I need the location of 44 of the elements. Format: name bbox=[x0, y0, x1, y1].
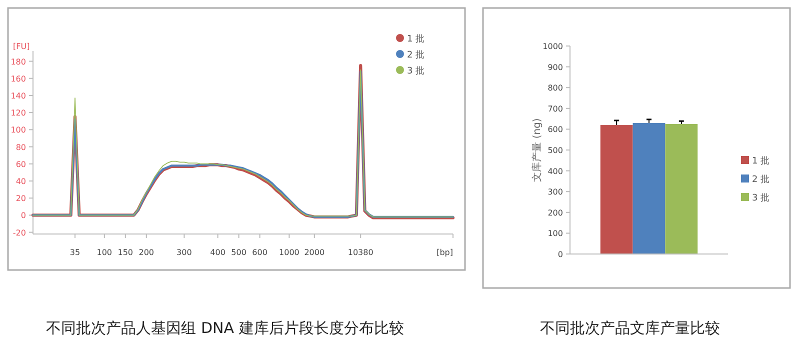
y-tick-label: 120 bbox=[10, 108, 26, 118]
y-tick-label: 100 bbox=[10, 126, 26, 135]
text: 不同批次产品文库产量比较 bbox=[540, 319, 720, 337]
y-axis-title: [FU] bbox=[13, 42, 30, 51]
x-tick-label: 400 bbox=[210, 248, 226, 257]
text: 不同批次产品人基因组 DNA 建库后片段长度分布比较 bbox=[46, 319, 404, 337]
y-tick-label: 100 bbox=[548, 229, 563, 238]
y-tick-label: 600 bbox=[548, 125, 563, 134]
y-tick-label: -20 bbox=[12, 228, 26, 238]
y-tick-label: 300 bbox=[548, 188, 563, 197]
x-tick-label: 2000 bbox=[304, 248, 325, 257]
x-tick-label: 500 bbox=[231, 248, 246, 257]
y-tick-label: 400 bbox=[548, 166, 563, 176]
legend-label: 2 批 bbox=[407, 50, 425, 60]
x-tick-label: 300 bbox=[176, 248, 192, 257]
x-tick-label: 35 bbox=[70, 248, 80, 257]
y-tick-label: 60 bbox=[16, 160, 26, 169]
x-tick-label: 150 bbox=[118, 248, 134, 257]
legend-label: 2 批 bbox=[752, 174, 770, 185]
y-axis-title: 文库产量 (ng) bbox=[531, 118, 543, 182]
y-tick-label: 160 bbox=[10, 74, 26, 84]
legend-label: 1 批 bbox=[407, 34, 425, 44]
x-tick-label: 200 bbox=[138, 248, 154, 257]
x-tick-label: 1000 bbox=[279, 248, 300, 257]
y-tick-label: 0 bbox=[558, 250, 563, 259]
y-tick-label: 200 bbox=[548, 208, 563, 218]
y-tick-label: 0 bbox=[20, 211, 26, 220]
legend-label: 3 批 bbox=[752, 192, 770, 204]
y-tick-label: 1000 bbox=[542, 42, 563, 51]
y-tick-label: 140 bbox=[10, 91, 26, 100]
y-tick-label: 80 bbox=[16, 142, 26, 152]
y-tick-label: 180 bbox=[10, 57, 26, 66]
y-tick-label: 500 bbox=[548, 146, 563, 155]
y-tick-label: 800 bbox=[548, 84, 563, 93]
y-tick-label: 20 bbox=[16, 194, 26, 204]
y-tick-label: 900 bbox=[548, 62, 563, 72]
x-axis-title: [bp] bbox=[436, 248, 453, 257]
x-tick-label: 600 bbox=[252, 248, 268, 257]
x-tick-label: 100 bbox=[96, 248, 112, 257]
y-tick-label: 40 bbox=[16, 176, 26, 186]
legend-label: 1 批 bbox=[752, 156, 770, 166]
legend-label: 3 批 bbox=[407, 66, 425, 76]
y-tick-label: 700 bbox=[548, 104, 563, 114]
x-tick-label: 10380 bbox=[348, 248, 374, 257]
